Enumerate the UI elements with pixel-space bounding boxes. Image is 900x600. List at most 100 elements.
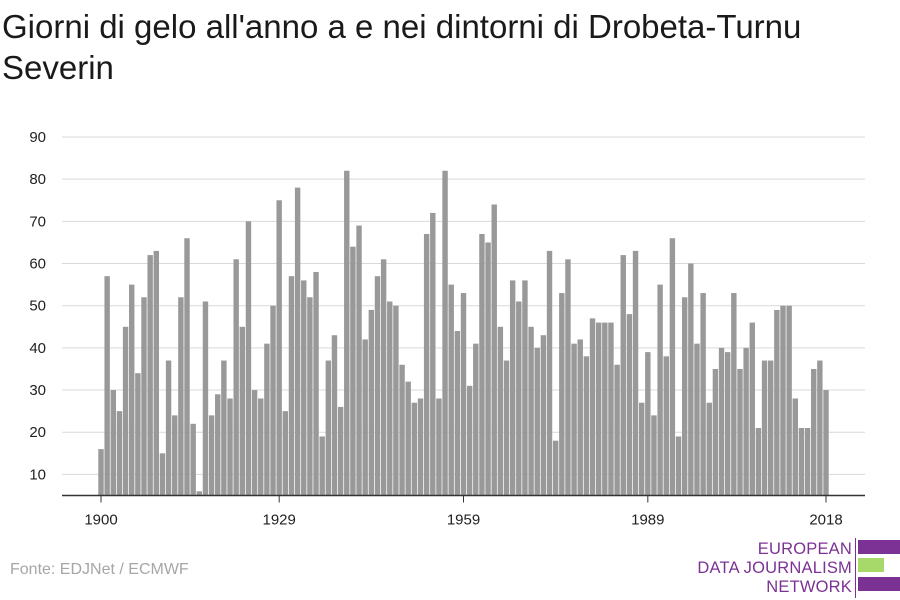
bar-1954 [430, 212, 436, 496]
bar-1993 [669, 238, 676, 496]
bar-1926 [258, 398, 264, 496]
bar-1923 [239, 326, 246, 496]
bar-1905 [129, 284, 135, 496]
bar-1903 [116, 411, 123, 496]
bar-1908 [147, 255, 153, 496]
bar-1947 [387, 301, 393, 496]
bar-1945 [374, 276, 381, 496]
bar-1909 [153, 250, 159, 496]
bar-1941 [350, 246, 356, 496]
bar-1967 [509, 280, 516, 496]
bar-1957 [448, 284, 454, 496]
bar-1916 [196, 491, 203, 496]
bar-1901 [104, 276, 110, 496]
edjnet-logo: EUROPEAN DATA JOURNALISM NETWORK [697, 538, 900, 598]
bar-1934 [307, 297, 313, 496]
bar-1920 [221, 360, 227, 496]
bar-1910 [159, 453, 166, 496]
bar-1968 [516, 301, 522, 496]
bar-1900 [98, 449, 104, 496]
x-tick-label: 1929 [262, 512, 295, 529]
bar-2017 [817, 360, 823, 496]
y-tick-label: 80 [29, 171, 46, 188]
bar-1999 [706, 402, 712, 496]
bar-1965 [497, 326, 504, 496]
x-tick-label: 1900 [84, 512, 117, 529]
bar-1917 [202, 301, 209, 496]
bar-1978 [577, 339, 583, 496]
bar-1915 [190, 423, 196, 496]
bar-1955 [436, 398, 442, 496]
bar-1943 [362, 339, 368, 496]
bar-1974 [552, 440, 559, 496]
bar-1990 [651, 415, 657, 496]
x-tick-label: 1989 [631, 512, 664, 529]
bar-1942 [356, 225, 362, 496]
logo-line-1: EUROPEAN [757, 540, 852, 558]
logo-line-3: NETWORK [766, 578, 852, 596]
bar-1946 [380, 259, 387, 496]
logo-bar-top [858, 540, 900, 554]
bar-1961 [473, 343, 479, 496]
bar-1994 [675, 436, 682, 496]
bar-1972 [540, 335, 547, 496]
y-tick-label: 20 [29, 424, 46, 441]
y-tick-label: 50 [29, 298, 46, 315]
bar-1987 [632, 250, 639, 496]
bar-1958 [454, 331, 461, 496]
bar-1980 [589, 318, 596, 496]
bar-1964 [491, 204, 497, 496]
bar-2013 [792, 398, 798, 496]
x-tick-label: 1959 [447, 512, 480, 529]
bar-2007 [755, 428, 762, 496]
bar-1919 [215, 394, 221, 496]
y-tick-label: 30 [29, 382, 46, 399]
bar-1986 [626, 314, 633, 496]
bar-2001 [718, 347, 725, 496]
bar-1952 [417, 398, 424, 496]
bar-2018 [823, 390, 829, 496]
bar-1966 [503, 360, 510, 496]
bar-1913 [178, 297, 184, 496]
x-axis-ticks: 1900 1929 1959 1989 2018 [84, 495, 843, 529]
bar-2009 [768, 360, 774, 496]
logo-divider [855, 538, 856, 598]
bar-2002 [724, 352, 731, 496]
bar-2010 [774, 309, 780, 496]
bar-2014 [798, 428, 805, 496]
bar-1984 [614, 364, 620, 496]
bar-2008 [761, 360, 768, 496]
bar-1928 [270, 305, 276, 496]
bar-1935 [313, 271, 319, 496]
bar-2003 [731, 293, 737, 496]
bar-1951 [411, 402, 418, 496]
bar-1939 [337, 406, 344, 496]
bar-2011 [780, 305, 786, 496]
bar-1936 [319, 436, 325, 496]
y-tick-label: 40 [29, 340, 46, 357]
bar-1912 [172, 415, 178, 496]
bar-1953 [423, 234, 430, 496]
bar-1921 [227, 398, 233, 496]
bars [98, 170, 829, 496]
bar-2015 [804, 428, 811, 496]
bar-1930 [282, 411, 289, 496]
bar-1997 [694, 343, 700, 496]
bar-2016 [811, 368, 817, 496]
y-axis-labels: 10 20 30 40 50 60 70 80 90 [29, 129, 46, 483]
y-tick-label: 60 [29, 256, 46, 273]
bar-1949 [399, 364, 405, 496]
bar-2004 [737, 368, 743, 496]
bar-1983 [608, 322, 614, 496]
x-tick-label: 2018 [809, 512, 842, 529]
bar-1924 [245, 221, 252, 496]
bar-1995 [681, 297, 688, 496]
y-tick-label: 70 [29, 213, 46, 230]
logo-bar-middle [858, 558, 884, 572]
bar-1914 [184, 238, 190, 496]
bar-1933 [301, 280, 307, 496]
bar-chart: 10 20 30 40 50 60 70 80 90 1900 1929 1959 1989 2018 [29, 129, 865, 529]
y-tick-label: 10 [29, 466, 46, 483]
bar-1918 [208, 415, 215, 496]
bar-1927 [264, 343, 270, 496]
